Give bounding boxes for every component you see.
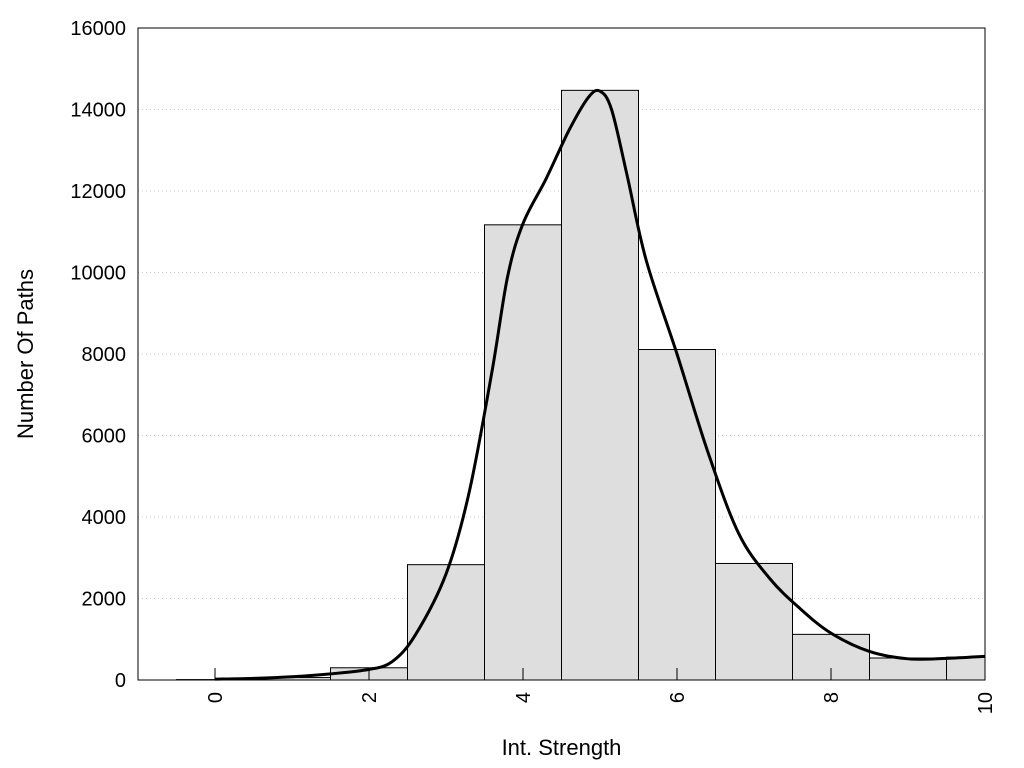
y-tick-label: 12000 <box>70 181 126 203</box>
x-tick-label: 4 <box>513 692 535 703</box>
y-tick-label: 6000 <box>82 426 127 448</box>
x-tick-label: 10 <box>975 692 997 714</box>
histogram-bar <box>407 564 485 681</box>
y-tick-label: 10000 <box>70 263 126 285</box>
density-curve-layer <box>214 88 986 681</box>
y-tick-label: 16000 <box>70 18 126 40</box>
histogram-bar <box>484 224 562 681</box>
density-curve <box>214 88 986 681</box>
y-tick-label: 8000 <box>82 344 127 366</box>
x-tick-label: 6 <box>667 692 689 703</box>
y-axis-label: Number Of Paths <box>13 269 38 439</box>
histogram-bar <box>638 349 716 681</box>
histogram-bar <box>869 657 947 681</box>
plot-frame <box>137 27 986 681</box>
y-tick-label: 0 <box>115 670 126 692</box>
y-tick-label: 4000 <box>82 507 127 529</box>
x-tick-label: 0 <box>205 692 227 703</box>
x-axis-ticks: 0 2 4 6 8 10 <box>205 668 997 714</box>
y-tick-label: 14000 <box>70 100 126 122</box>
histogram-bar <box>946 656 986 681</box>
x-tick-label: 8 <box>821 692 843 703</box>
histogram-bar <box>715 562 793 681</box>
y-tick-label: 2000 <box>82 589 127 611</box>
histogram-bars <box>176 89 986 681</box>
x-tick-label: 2 <box>359 692 381 703</box>
x-axis-label: Int. Strength <box>502 735 622 760</box>
y-axis-ticks: 0 2000 4000 6000 8000 10000 12000 14000 16000 <box>70 18 126 692</box>
